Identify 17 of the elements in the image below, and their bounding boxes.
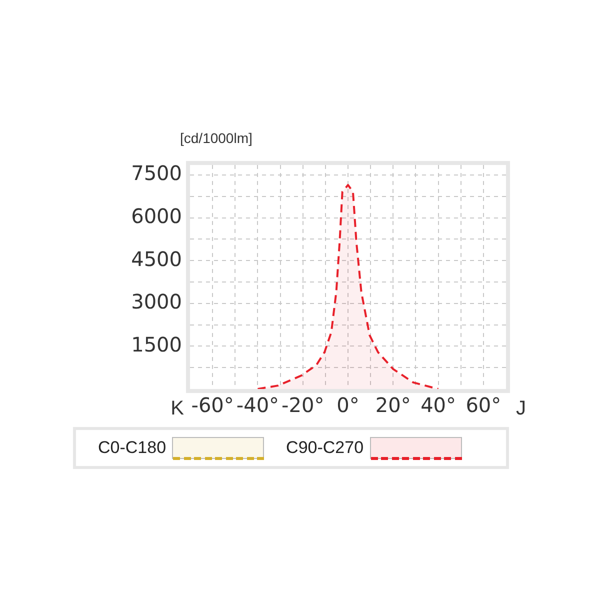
x-tick-label: -60° [191, 393, 234, 418]
y-tick-label: 1500 [131, 332, 182, 356]
y-tick-label: 7500 [131, 161, 182, 186]
text: J [516, 398, 526, 420]
x-tick-label: 0° [336, 393, 360, 418]
y-tick-label: 4500 [131, 246, 182, 271]
x-tick-label: 20° [375, 393, 411, 418]
x-tick-label: 40° [420, 393, 456, 418]
text: K [170, 398, 185, 420]
legend-label: C90-C270 [286, 438, 364, 458]
y-tick-label: 3000 [131, 290, 182, 314]
x-tick-label: 60° [466, 393, 502, 418]
x-tick-label: -20° [282, 393, 324, 418]
x-tick-label: -40° [236, 393, 280, 418]
y-tick-label: 6000 [131, 204, 182, 228]
legend-label: C0-C180 [98, 438, 166, 458]
y-axis-title: [cd/1000lm] [180, 130, 252, 146]
